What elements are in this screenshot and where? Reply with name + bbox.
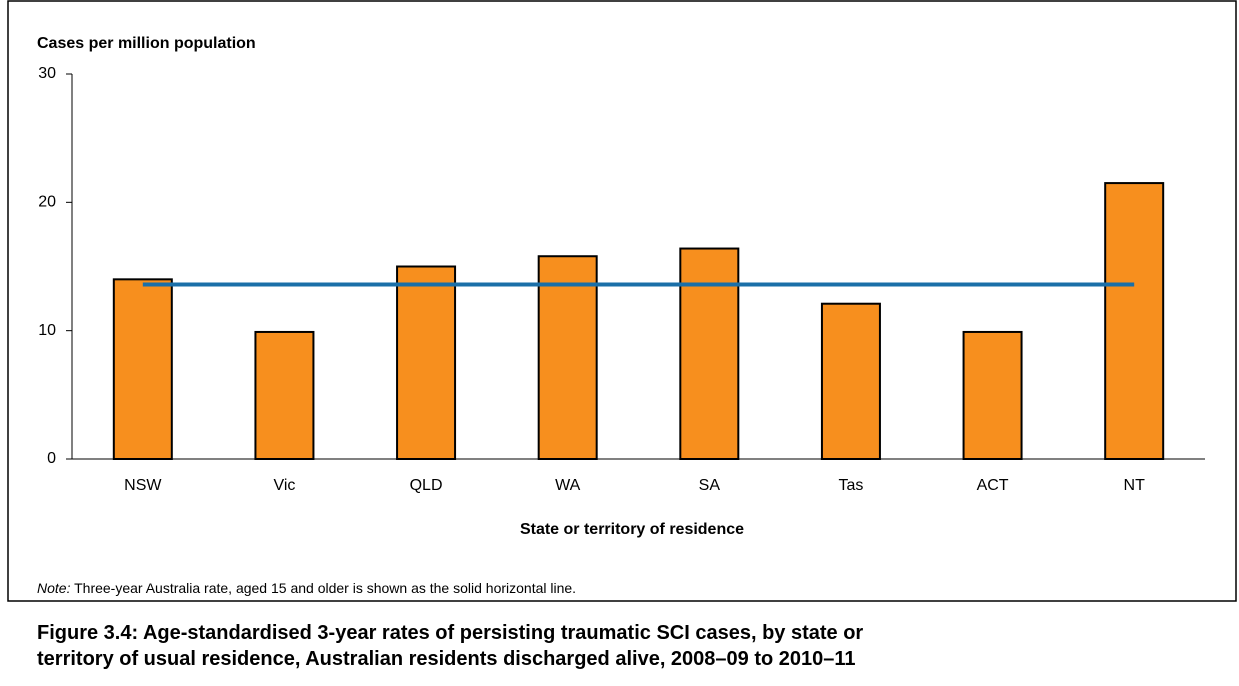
caption-line: territory of usual residence, Australian… — [37, 648, 856, 670]
caption: Figure 3.4: Age-standardised 3-year rate… — [37, 620, 863, 672]
x-tick-label: SA — [699, 477, 721, 494]
bar — [962, 330, 1023, 461]
y-tick-label: 10 — [38, 322, 56, 339]
note: Note: Three-year Australia rate, aged 15… — [37, 580, 576, 596]
x-tick-label: NT — [1124, 477, 1146, 494]
caption-line: Figure 3.4: Age-standardised 3-year rate… — [37, 622, 864, 644]
x-tick-label: Tas — [838, 477, 863, 494]
frame — [7, 0, 1237, 602]
y-axis-label: Cases per million population — [37, 35, 256, 52]
note-text: Three-year Australia rate, aged 15 and o… — [70, 580, 577, 596]
x-tick-label: ACT — [977, 477, 1009, 494]
bar — [112, 278, 173, 461]
bar — [1104, 182, 1165, 460]
bar — [537, 255, 598, 460]
x-tick-label: NSW — [124, 477, 162, 494]
note-label: Note: — [37, 580, 71, 596]
bar — [820, 302, 881, 461]
y-tick-label: 30 — [38, 65, 56, 82]
x-tick-label: Vic — [273, 477, 295, 494]
bar — [396, 265, 457, 460]
x-axis-label: State or territory of residence — [520, 521, 744, 538]
x-tick-label: QLD — [410, 477, 443, 494]
bar — [679, 247, 740, 460]
y-tick-label: 0 — [47, 450, 56, 467]
bar — [254, 330, 315, 461]
y-tick-label: 20 — [38, 194, 56, 211]
x-tick-label: WA — [555, 477, 581, 494]
